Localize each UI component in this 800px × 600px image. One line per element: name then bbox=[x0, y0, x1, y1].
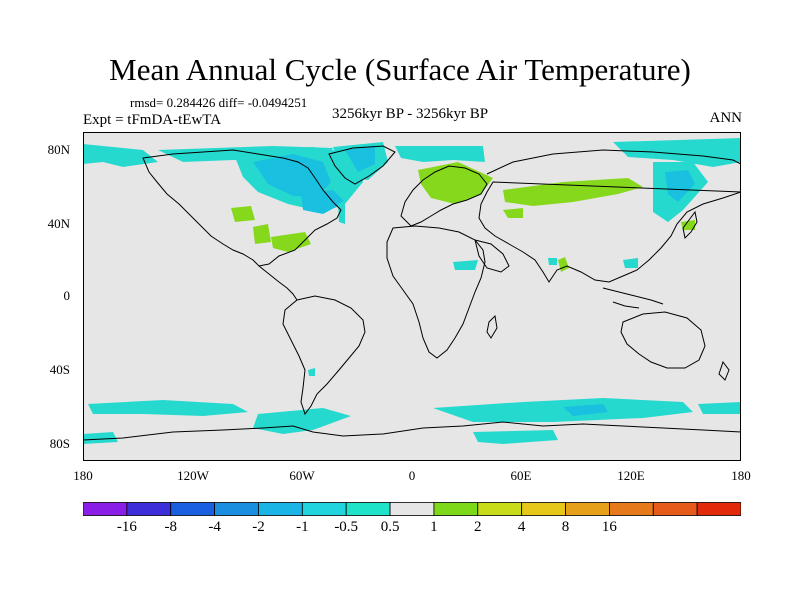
lat-label-0: 0 bbox=[63, 288, 71, 303]
chart-title: Mean Annual Cycle (Surface Air Temperatu… bbox=[109, 52, 691, 87]
anomaly-antarctic-core bbox=[563, 404, 608, 416]
colorbar-box-5 bbox=[301, 502, 347, 516]
coast-asia bbox=[478, 149, 741, 283]
colorbar-box-6 bbox=[345, 502, 391, 516]
colorbar-label: 1 bbox=[430, 519, 438, 535]
anomaly-india-cyan bbox=[548, 258, 557, 265]
colorbar-box-0 bbox=[83, 502, 128, 516]
stats-text: rmsd= 0.284426 diff= -0.0494251 bbox=[130, 95, 308, 110]
anomaly-antarctic-west bbox=[83, 432, 118, 444]
lon-label-120w: 120W bbox=[177, 468, 209, 483]
coast-indonesia bbox=[602, 287, 664, 309]
lon-label-60w: 60W bbox=[289, 468, 315, 483]
anomaly-arabia-cyan bbox=[453, 260, 478, 270]
colorbar-box-1 bbox=[126, 502, 172, 516]
colorbar-box-11 bbox=[565, 502, 610, 516]
coast-antarctica bbox=[83, 421, 741, 441]
anomaly-south-small bbox=[308, 368, 315, 376]
anomaly-siberia-green bbox=[503, 178, 643, 206]
anomaly-us-green bbox=[253, 224, 271, 244]
coastlines bbox=[83, 145, 741, 441]
colorbar-label: -1 bbox=[296, 519, 309, 535]
lat-label-40n: 40N bbox=[47, 216, 70, 231]
lat-label-40s: 40S bbox=[49, 362, 70, 377]
colorbar-label: -2 bbox=[252, 519, 265, 535]
coast-australia bbox=[620, 311, 706, 369]
colorbar-label: 0.5 bbox=[380, 519, 400, 535]
lat-label-80s: 80S bbox=[49, 436, 70, 451]
anomaly-na-green bbox=[231, 206, 255, 222]
colorbar-box-4 bbox=[258, 502, 303, 516]
colorbar-label: 4 bbox=[517, 519, 526, 535]
anomaly-kamchatka-core bbox=[665, 170, 695, 202]
coast-japan bbox=[682, 210, 698, 240]
colorbar-box-9 bbox=[477, 502, 523, 516]
coast-south-america bbox=[282, 295, 366, 416]
colorbar-label: -4 bbox=[208, 519, 221, 535]
anomaly-scandinavia-cyan bbox=[395, 146, 485, 162]
anomaly-antarctic-mid bbox=[473, 430, 558, 444]
colorbar-box-12 bbox=[609, 502, 654, 516]
coast-north-america bbox=[142, 149, 342, 267]
season-label: ANN bbox=[709, 110, 743, 126]
coast-arabia bbox=[474, 239, 510, 273]
lon-label-120e: 120E bbox=[617, 468, 645, 483]
anomaly-greenland-core bbox=[345, 146, 375, 172]
colorbar-box-3 bbox=[214, 502, 259, 516]
anomaly-atlantic-cyan bbox=[338, 200, 345, 224]
colorbar-label: -8 bbox=[164, 519, 177, 535]
lat-label-80n: 80N bbox=[47, 142, 70, 157]
anomaly-pacific-green bbox=[681, 220, 695, 230]
colorbar-box-13 bbox=[652, 502, 698, 516]
colorbar-label: 16 bbox=[601, 519, 617, 535]
anomaly-southern-band-east bbox=[433, 398, 693, 422]
coast-greenland bbox=[328, 145, 396, 185]
colorbar-box-14 bbox=[696, 502, 741, 516]
colorbar-box-8 bbox=[433, 502, 479, 516]
colorbar-label: 8 bbox=[561, 519, 570, 535]
colorbar bbox=[83, 502, 741, 516]
lon-label-60e: 60E bbox=[510, 468, 532, 483]
anomaly-labrador bbox=[301, 190, 345, 214]
colorbar-label: -16 bbox=[116, 519, 137, 535]
coast-africa bbox=[386, 225, 486, 359]
period-label: 3256kyr BP - 3256kyr BP bbox=[331, 106, 489, 122]
anomaly-asia-small bbox=[503, 208, 523, 218]
coast-central-america bbox=[258, 265, 298, 301]
anomaly-southern-east-tip bbox=[698, 402, 741, 414]
experiment-label: Expt = tFmDA-tEwTA bbox=[83, 112, 222, 128]
anomaly-china-cyan bbox=[623, 258, 638, 268]
lon-label-0: 0 bbox=[408, 468, 416, 483]
anomaly-arctic-west bbox=[83, 144, 158, 167]
anomaly-southern-band-west bbox=[88, 400, 248, 416]
anomaly-far-east-cyan bbox=[613, 138, 741, 167]
lon-label-180w: 180 bbox=[73, 468, 93, 483]
map-frame bbox=[83, 132, 741, 461]
coast-europe bbox=[400, 165, 488, 227]
lon-label-180e: 180 bbox=[731, 468, 751, 483]
colorbar-box-7 bbox=[389, 502, 435, 516]
coast-new-zealand bbox=[718, 360, 730, 381]
colorbar-box-10 bbox=[521, 502, 566, 516]
colorbar-box-2 bbox=[170, 502, 216, 516]
anomaly-atlantic-green bbox=[271, 232, 311, 252]
colorbar-label: 2 bbox=[474, 519, 482, 535]
anomaly-canada-core bbox=[253, 154, 331, 197]
temperature-map bbox=[83, 132, 741, 461]
coast-madagascar bbox=[486, 314, 498, 339]
colorbar-label: -0.5 bbox=[334, 519, 359, 535]
